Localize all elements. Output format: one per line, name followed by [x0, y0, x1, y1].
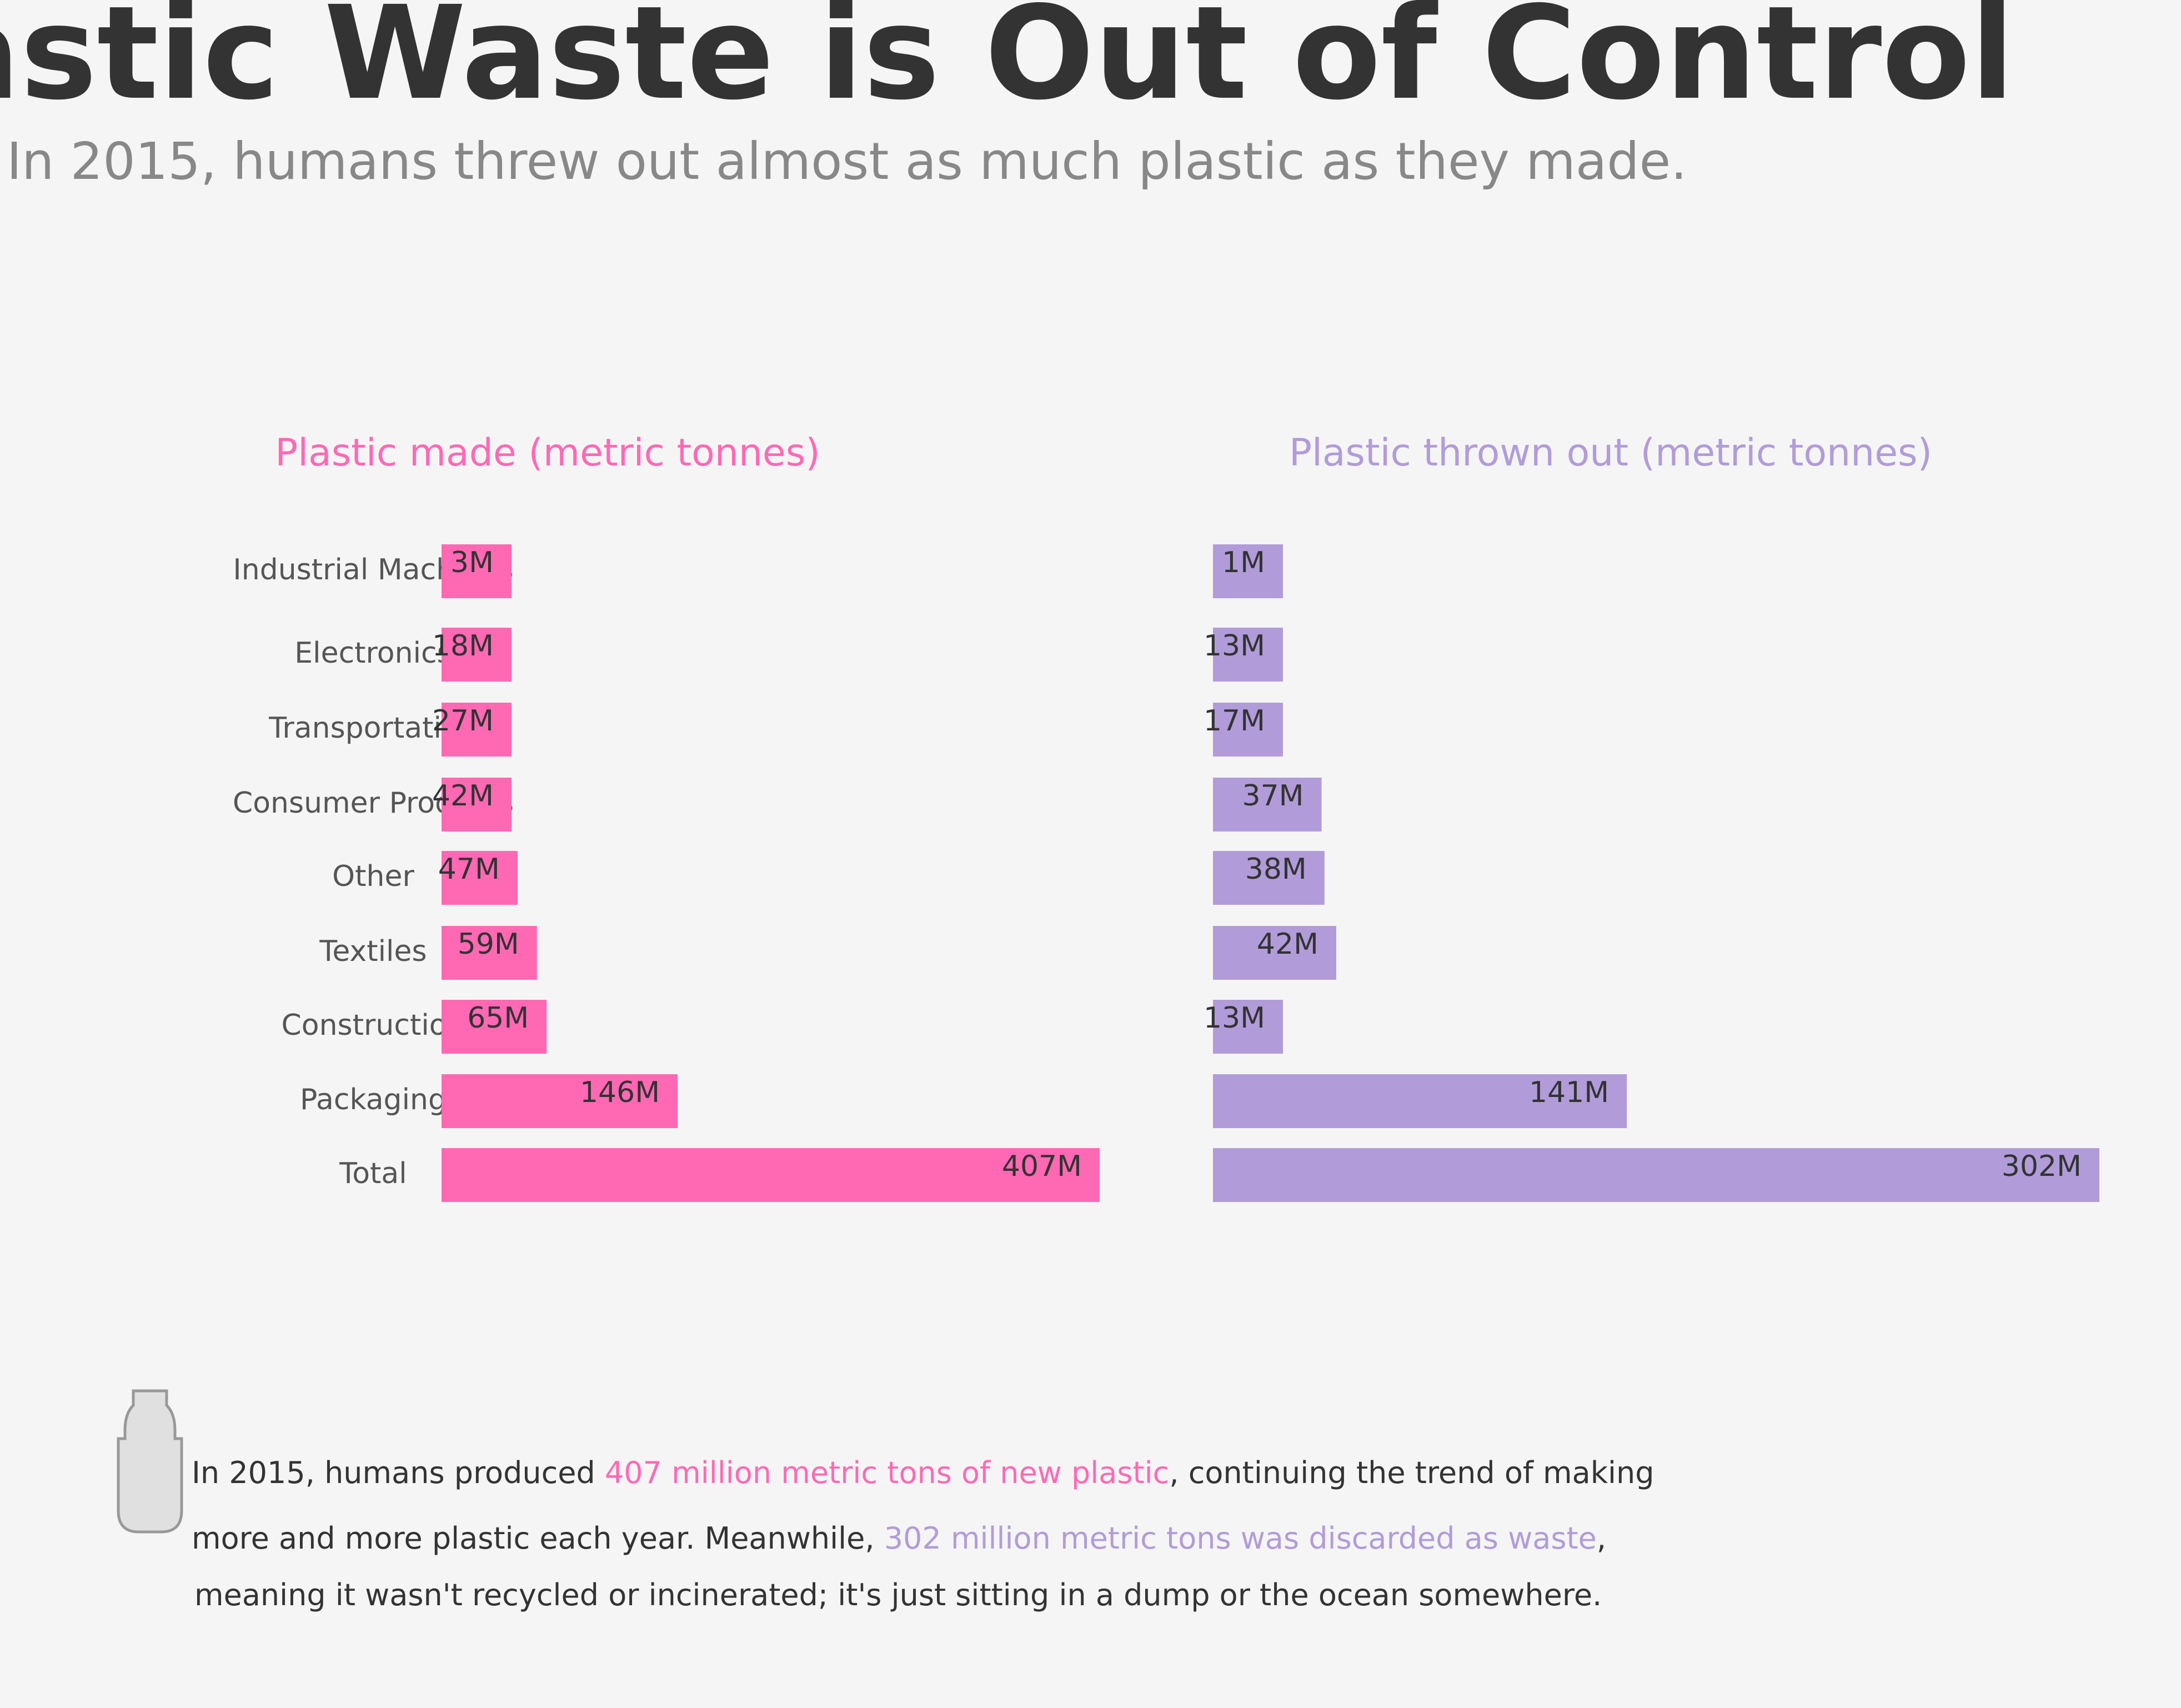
bars-made: 3M 18M 27M 42M 47M 59M 65M 146M 407M	[432, 544, 1100, 1202]
value-label-discarded-transportation: 17M	[1204, 704, 1265, 738]
value-label-made-other: 47M	[438, 853, 500, 886]
chart-title-discarded: Plastic thrown out (metric tonnes)	[1289, 431, 1932, 475]
footer-text: ,	[1596, 1521, 1607, 1556]
value-label-made-textiles: 59M	[458, 928, 519, 961]
value-label-discarded-textiles: 42M	[1257, 928, 1318, 961]
page-title: astic Waste is Out of Control	[0, 0, 2015, 128]
bar-made-transportation	[442, 703, 512, 757]
value-label-made-packaging: 146M	[580, 1076, 660, 1109]
highlight-made: 407 million metric tons of new plastic	[604, 1455, 1170, 1490]
category-label-electronics: Electronics	[294, 637, 452, 670]
bar-discarded-construction	[1213, 1000, 1283, 1054]
bar-made-industrial-machines	[442, 544, 512, 598]
bar-made-textiles	[442, 926, 537, 980]
footer-text: more and more plastic each year. Meanwhi…	[192, 1521, 884, 1556]
category-label-construction: Construction	[281, 1009, 465, 1042]
bar-made-construction	[442, 1000, 547, 1054]
bar-made-consumer-products	[442, 778, 512, 832]
highlight-discarded: 302 million metric tons was discarded as…	[884, 1521, 1597, 1556]
chart-title-made: Plastic made (metric tonnes)	[275, 431, 820, 475]
bar-discarded-transportation	[1213, 703, 1283, 757]
bar-discarded-textiles	[1213, 926, 1336, 980]
bar-discarded-electronics	[1213, 628, 1283, 682]
bottle-icon	[117, 1389, 183, 1534]
value-label-discarded-other: 38M	[1245, 853, 1307, 886]
value-label-made-electronics: 18M	[432, 629, 494, 663]
value-label-discarded-electronics: 13M	[1204, 629, 1265, 663]
value-label-made-industrial-machines: 3M	[450, 546, 494, 579]
value-label-made-transportation: 27M	[432, 704, 494, 738]
value-label-made-consumer-products: 42M	[432, 779, 494, 813]
footer-line-2: more and more plastic each year. Meanwhi…	[192, 1524, 1606, 1554]
bar-discarded-total	[1213, 1148, 2099, 1202]
bar-made-total	[442, 1148, 1100, 1202]
bar-made-other	[442, 851, 518, 905]
category-label-total: Total	[339, 1157, 407, 1190]
bar-discarded-industrial-machines	[1213, 544, 1283, 598]
value-label-discarded-packaging: 141M	[1529, 1076, 1609, 1109]
category-label-other: Other	[332, 860, 414, 893]
value-label-discarded-construction: 13M	[1204, 1001, 1265, 1035]
footer-line-3: meaning it wasn't recycled or incinerate…	[194, 1577, 1602, 1612]
bar-made-electronics	[442, 628, 512, 682]
footer-line-1: In 2015, humans produced 407 million met…	[192, 1458, 1654, 1488]
bar-made-packaging	[442, 1074, 678, 1128]
category-label-textiles: Textiles	[319, 935, 427, 968]
value-label-discarded-total: 302M	[2002, 1150, 2082, 1183]
bar-discarded-other	[1213, 851, 1325, 905]
bar-discarded-consumer-products	[1213, 778, 1322, 832]
bar-charts: Plastic made (metric tonnes) Plastic thr…	[233, 431, 2099, 1202]
footer-text: , continuing the trend of making	[1169, 1455, 1654, 1490]
page-subtitle: In 2015, humans threw out almost as much…	[7, 132, 1687, 191]
value-label-discarded-industrial-machines: 1M	[1222, 546, 1265, 579]
value-label-discarded-consumer-products: 37M	[1242, 779, 1303, 813]
bar-discarded-packaging	[1213, 1074, 1627, 1128]
value-label-made-total: 407M	[1002, 1150, 1082, 1183]
bars-discarded: 1M 13M 17M 37M 38M 42M 13M 141M 302M	[1204, 544, 2099, 1202]
footer-text: In 2015, humans produced	[192, 1455, 605, 1490]
value-label-made-construction: 65M	[467, 1001, 529, 1035]
category-label-packaging: Packaging	[300, 1083, 447, 1116]
